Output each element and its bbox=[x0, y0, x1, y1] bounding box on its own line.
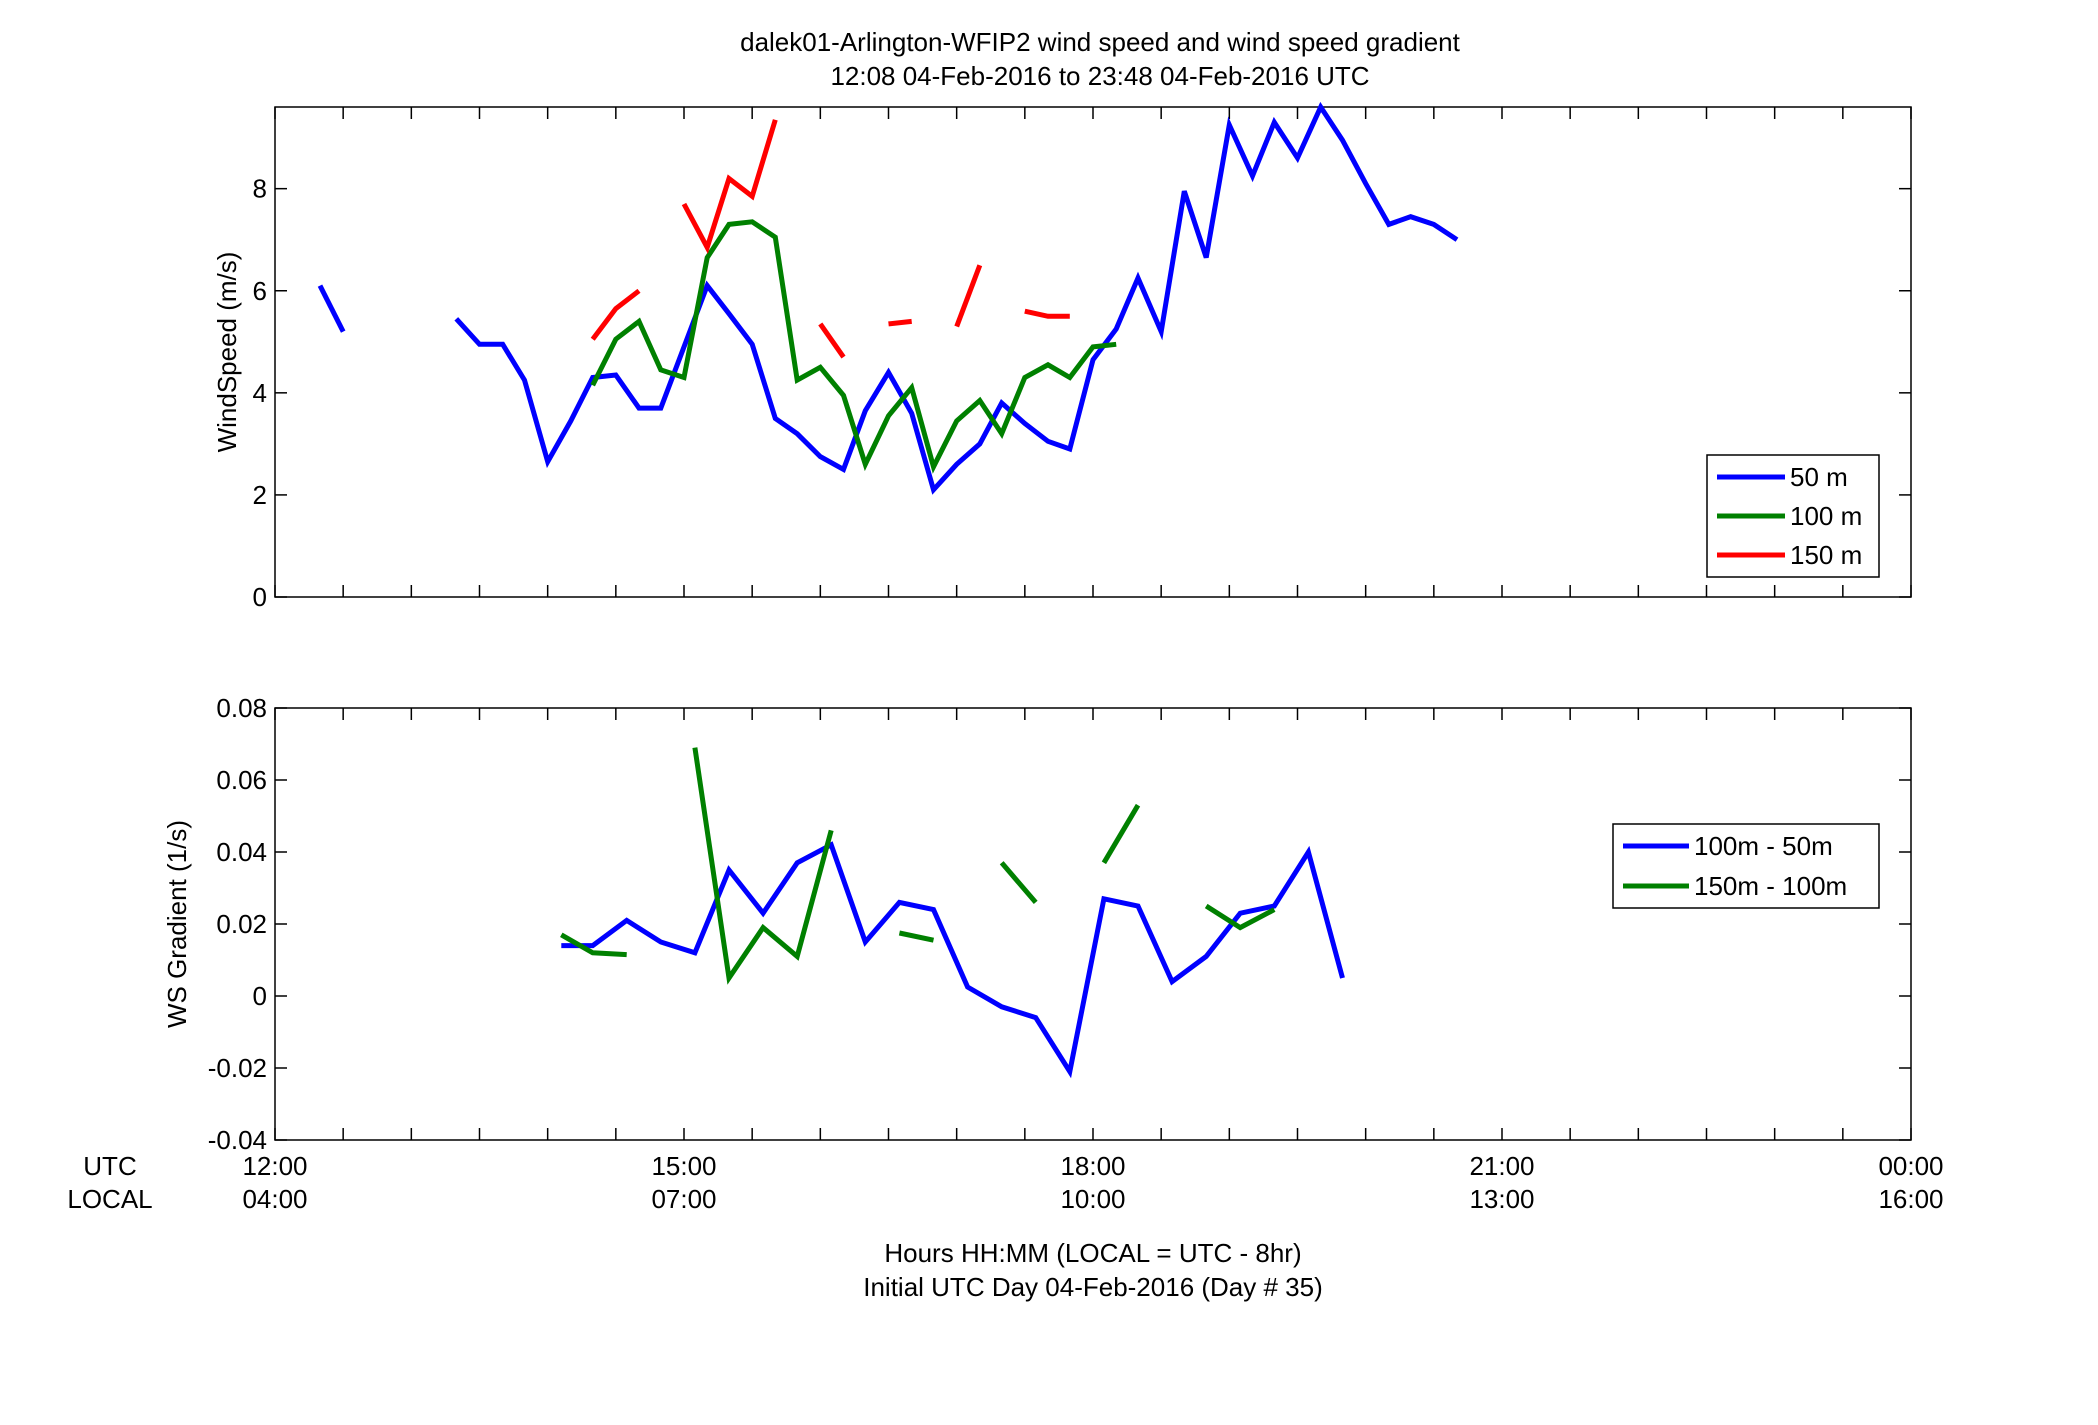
x-tick-label-utc: 00:00 bbox=[1878, 1151, 1943, 1181]
ws-gradient-series-line bbox=[999, 861, 1038, 905]
wind-speed-series-line bbox=[590, 288, 641, 341]
wind-speed-series-line bbox=[681, 119, 778, 254]
x-tick-label-local: 07:00 bbox=[651, 1184, 716, 1214]
wind-speed-ylabel: WindSpeed (m/s) bbox=[212, 252, 242, 453]
wind-speed-series-line bbox=[454, 101, 1459, 495]
ws-gradient-panel: -0.04 -0.02 0 0.02 0.04 0.06 0.08 WS Gradient … bbox=[162, 693, 1912, 1155]
x-tick-label-utc: 18:00 bbox=[1060, 1151, 1125, 1181]
x-tick-label-local: 10:00 bbox=[1060, 1184, 1125, 1214]
legend-label-100m: 100 m bbox=[1790, 501, 1862, 531]
ws-gradient-series bbox=[560, 747, 1345, 1079]
ws-gradient-series-line bbox=[560, 932, 627, 958]
ws-gradient-ytick-label: 0 bbox=[253, 981, 267, 1011]
ws-gradient-series-line bbox=[1204, 903, 1276, 931]
wind-speed-series bbox=[317, 101, 1459, 495]
x-axis-label-line1: Hours HH:MM (LOCAL = UTC - 8hr) bbox=[884, 1238, 1301, 1268]
wind-speed-ytick-label: 2 bbox=[253, 480, 267, 510]
ws-gradient-legend: 100m - 50m 150m - 100m bbox=[1612, 823, 1880, 909]
x-tick-label-utc: 15:00 bbox=[651, 1151, 716, 1181]
wind-speed-series-line bbox=[590, 219, 1117, 474]
ws-gradient-ytick-label: -0.04 bbox=[208, 1125, 267, 1155]
ws-gradient-ytick-label: -0.02 bbox=[208, 1053, 267, 1083]
x-tick-label-utc: 12:00 bbox=[242, 1151, 307, 1181]
legend-label-150m-100m: 150m - 100m bbox=[1694, 871, 1847, 901]
x-tick-label-utc: 21:00 bbox=[1469, 1151, 1534, 1181]
ws-gradient-series-line bbox=[898, 930, 935, 943]
ws-gradient-ylabel: WS Gradient (1/s) bbox=[162, 820, 192, 1028]
wind-speed-legend: 50 m 100 m 150 m bbox=[1706, 454, 1880, 578]
legend-label-50m: 50 m bbox=[1790, 462, 1848, 492]
x-tick-label-local: 16:00 bbox=[1878, 1184, 1943, 1214]
wind-speed-ytick-label: 4 bbox=[253, 378, 267, 408]
ws-gradient-ytick-label: 0.08 bbox=[216, 693, 267, 723]
ws-gradient-ytick-label: 0.06 bbox=[216, 765, 267, 795]
x-axis-label-line2: Initial UTC Day 04-Feb-2016 (Day # 35) bbox=[863, 1272, 1323, 1302]
utc-row-label: UTC bbox=[83, 1151, 136, 1181]
wind-speed-series-line bbox=[1024, 308, 1070, 319]
ws-gradient-ytick-label: 0.04 bbox=[216, 837, 267, 867]
wind-speed-series-line bbox=[317, 284, 346, 333]
legend-label-100m-50m: 100m - 50m bbox=[1694, 831, 1833, 861]
ws-gradient-series-line bbox=[1101, 803, 1141, 865]
x-tick-label-local: 13:00 bbox=[1469, 1184, 1534, 1214]
ws-gradient-series-line bbox=[692, 747, 834, 985]
ws-gradient-ytick-label: 0.02 bbox=[216, 909, 267, 939]
wind-speed-ytick-label: 0 bbox=[253, 582, 267, 612]
wind-speed-panel: 0 2 4 6 8 WindSpeed (m/s) 50 m 100 m 150 m bbox=[212, 101, 1912, 612]
legend-label-150m: 150 m bbox=[1790, 540, 1862, 570]
chart-title-line1: dalek01-Arlington-WFIP2 wind speed and w… bbox=[740, 27, 1461, 57]
chart-title-line2: 12:08 04-Feb-2016 to 23:48 04-Feb-2016 U… bbox=[830, 61, 1369, 91]
wind-speed-ytick-label: 8 bbox=[253, 174, 267, 204]
ws-gradient-ticks: -0.04 -0.02 0 0.02 0.04 0.06 0.08 bbox=[208, 693, 1912, 1155]
local-row-label: LOCAL bbox=[67, 1184, 152, 1214]
wind-speed-series-line bbox=[954, 264, 983, 328]
x-tick-label-local: 04:00 bbox=[242, 1184, 307, 1214]
wind-speed-ytick-label: 6 bbox=[253, 276, 267, 306]
wind-speed-series-line bbox=[888, 318, 912, 327]
wind-speed-ticks: 0 2 4 6 8 bbox=[253, 107, 1912, 612]
ws-gradient-legend-box bbox=[1612, 823, 1880, 909]
ws-gradient-series-line bbox=[561, 841, 1345, 1079]
wind-speed-series-line bbox=[818, 322, 846, 359]
